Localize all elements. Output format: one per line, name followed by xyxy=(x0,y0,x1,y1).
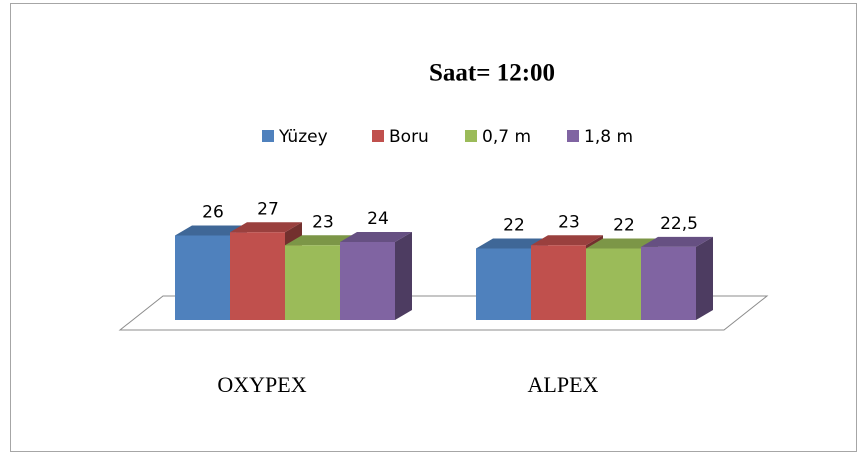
bar-front xyxy=(586,248,641,320)
bar-front xyxy=(340,242,395,320)
category-label: OXYPEX xyxy=(217,372,306,397)
bar-top xyxy=(175,225,247,236)
value-label: 27 xyxy=(257,199,279,219)
value-label: 22 xyxy=(613,216,635,236)
value-label: 26 xyxy=(202,203,224,223)
bar-side xyxy=(395,232,412,320)
bar-side xyxy=(696,236,713,320)
bar-top xyxy=(531,235,603,246)
bar-top xyxy=(476,238,548,249)
legend-label: 0,7 m xyxy=(482,127,531,147)
chart-border xyxy=(10,3,857,452)
legend-swatch xyxy=(262,130,274,142)
value-label: 23 xyxy=(558,212,580,232)
legend-swatch xyxy=(372,130,384,142)
value-label: 22,5 xyxy=(660,214,698,234)
bar-front xyxy=(641,246,696,320)
legend-label: 1,8 m xyxy=(584,127,633,147)
value-label: 23 xyxy=(312,212,334,232)
bar xyxy=(641,236,713,320)
bar-front xyxy=(230,232,285,320)
category-label: ALPEX xyxy=(528,372,599,397)
chart-title: Saat= 12:00 xyxy=(429,60,555,87)
bar-front xyxy=(175,235,230,320)
bar-front xyxy=(476,248,531,320)
value-label: 22 xyxy=(503,216,525,236)
legend-label: Boru xyxy=(389,127,429,147)
bar-top xyxy=(340,232,412,242)
bar-front xyxy=(531,245,586,320)
bar-front xyxy=(285,245,340,320)
bar-top xyxy=(230,222,302,233)
value-label: 24 xyxy=(367,209,389,229)
legend-swatch xyxy=(567,130,579,142)
bar-top xyxy=(586,238,658,249)
bar-top xyxy=(641,236,713,247)
bar xyxy=(340,232,412,320)
bar-top xyxy=(285,235,357,246)
legend-swatch xyxy=(465,130,477,142)
legend-label: Yüzey xyxy=(278,127,328,147)
